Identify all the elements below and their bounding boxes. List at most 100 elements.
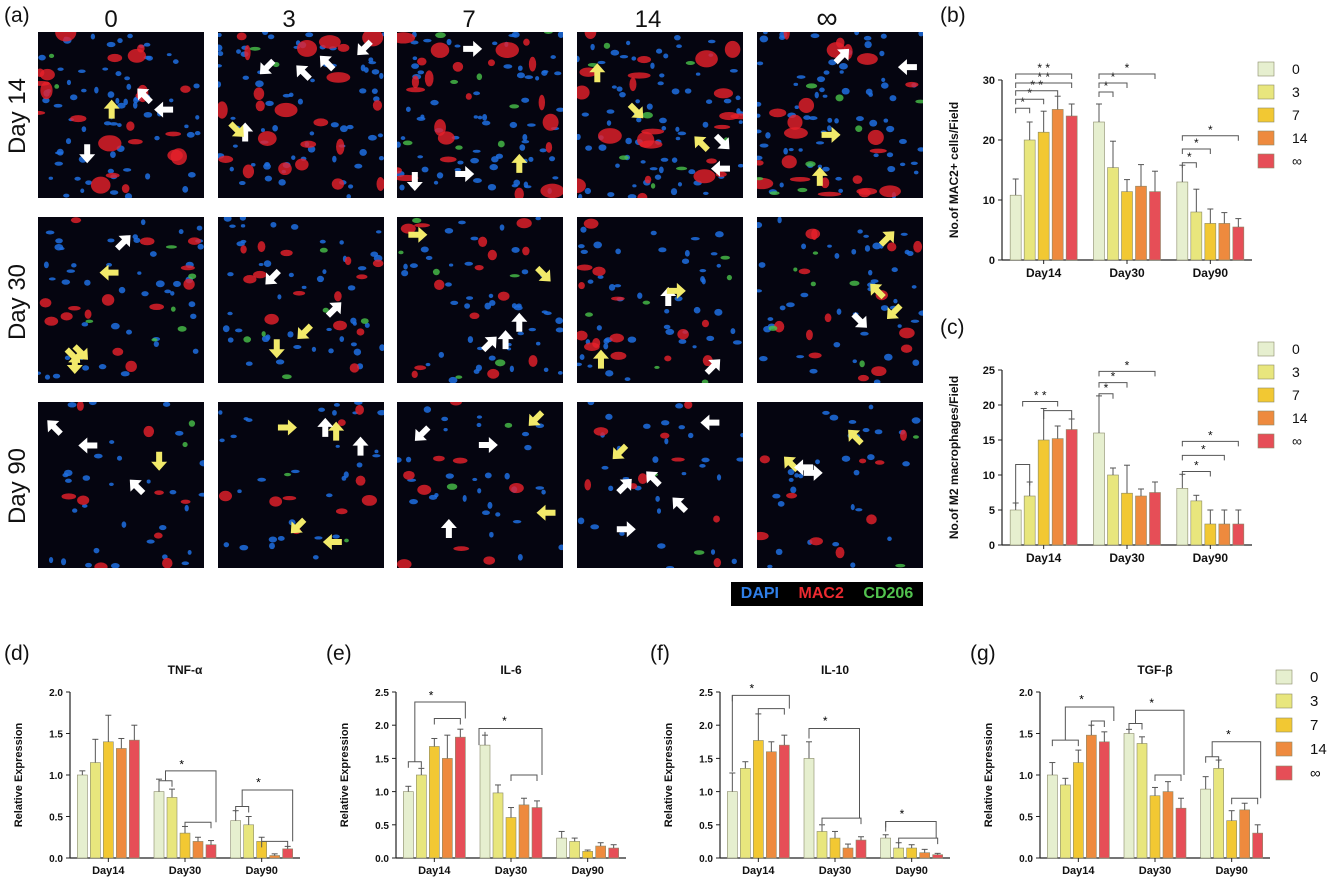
dapi-nucleus: [874, 429, 883, 435]
mac2-signal: [372, 100, 383, 111]
mac2-signal: [660, 432, 670, 439]
dapi-nucleus: [886, 152, 894, 158]
dapi-nucleus: [85, 562, 92, 568]
legend-label: ∞: [1292, 433, 1302, 449]
dapi-nucleus: [359, 88, 367, 94]
mac2-signal: [280, 249, 293, 257]
cd206-signal: [188, 273, 197, 280]
mac2-signal: [149, 303, 165, 311]
cd206-signal: [603, 42, 611, 49]
mac2-signal: [583, 218, 599, 229]
mac2-signal: [417, 484, 432, 495]
dapi-nucleus: [660, 157, 669, 162]
mac2-signal: [39, 68, 55, 81]
dapi-nucleus: [115, 71, 122, 77]
mac2-signal: [125, 360, 137, 373]
dapi-nucleus: [597, 275, 604, 279]
arrow-marker: [79, 144, 96, 164]
dapi-nucleus: [196, 225, 203, 231]
bar: [569, 841, 580, 859]
dapi-nucleus: [190, 313, 197, 319]
legend-swatch: [1257, 107, 1275, 123]
legend-label: 0: [1310, 669, 1318, 686]
significance-label: *: [823, 714, 828, 728]
significance-bracket: [1043, 410, 1073, 419]
dapi-nucleus: [758, 262, 766, 268]
dapi-nucleus: [155, 280, 165, 288]
significance-bracket: [885, 820, 937, 839]
dapi-nucleus: [411, 63, 419, 69]
significance-bracket: [1181, 471, 1211, 477]
dapi-nucleus: [368, 57, 374, 63]
dapi-nucleus: [80, 188, 85, 193]
mac2-signal: [403, 470, 415, 480]
bar: [855, 839, 867, 859]
y-axis-label: Relative Expression: [13, 722, 25, 827]
significance-bracket: [433, 718, 461, 725]
dapi-nucleus: [103, 121, 112, 126]
micrograph-r2-c4: [577, 217, 743, 383]
dapi-nucleus: [873, 153, 879, 158]
chart-c-m2-macrophages: 0 5 10 15 20 25 No.of M2 macrophages/Field Day1…: [947, 341, 1308, 565]
arrow-marker: [666, 282, 686, 299]
dapi-nucleus: [481, 120, 491, 126]
mac2-signal: [474, 265, 484, 271]
dapi-nucleus: [556, 107, 563, 112]
dapi-nucleus: [786, 302, 795, 308]
dapi-nucleus: [757, 222, 763, 229]
y-tick-label: 0.5: [1019, 813, 1033, 824]
dapi-nucleus: [65, 138, 72, 145]
legend-label: 14: [1292, 130, 1308, 146]
mac2-signal: [417, 57, 427, 66]
dapi-nucleus: [154, 135, 160, 141]
y-axis-label: Relative Expression: [663, 722, 675, 827]
dapi-nucleus: [827, 244, 832, 248]
dapi-nucleus: [222, 325, 230, 333]
bar: [906, 847, 917, 859]
bar: [1226, 820, 1237, 859]
x-tick-label: Day14: [1026, 266, 1062, 280]
mac2-signal: [274, 102, 298, 118]
mac2-signal: [637, 56, 651, 64]
dapi-nucleus: [710, 549, 716, 555]
dapi-nucleus: [186, 131, 195, 138]
dapi-nucleus: [632, 184, 637, 188]
significance-label: *: [749, 682, 754, 696]
bar: [1023, 495, 1036, 546]
dapi-nucleus: [400, 136, 406, 141]
dapi-nucleus: [137, 271, 142, 275]
mac2-signal: [820, 177, 830, 189]
mac2-signal: [411, 75, 420, 89]
dapi-nucleus: [701, 457, 710, 463]
bar: [595, 845, 606, 859]
mac2-signal: [255, 100, 265, 112]
arrow-marker: [72, 344, 89, 360]
cd206-signal: [182, 441, 188, 448]
legend-label: 3: [1292, 364, 1300, 380]
legend-label: 3: [1292, 84, 1300, 100]
dapi-nucleus: [45, 230, 55, 235]
dapi-nucleus: [492, 41, 498, 46]
significance-bracket: [1090, 720, 1105, 728]
mac2-signal: [180, 499, 191, 504]
mac2-signal: [334, 291, 342, 302]
dapi-nucleus: [827, 117, 833, 123]
dapi-nucleus: [860, 331, 869, 336]
dapi-nucleus: [737, 163, 743, 168]
dapi-nucleus: [141, 291, 149, 297]
dapi-nucleus: [102, 67, 109, 71]
arrow-marker: [870, 283, 886, 300]
dapi-nucleus: [854, 32, 860, 36]
dapi-nucleus: [655, 495, 660, 502]
column-header-14: 14: [634, 6, 662, 33]
arrow-marker: [440, 519, 457, 539]
bar: [1037, 439, 1050, 546]
dapi-nucleus: [489, 300, 496, 306]
dapi-nucleus: [593, 241, 603, 249]
bar: [932, 854, 943, 859]
legend-swatch: [1257, 341, 1275, 357]
dapi-nucleus: [397, 141, 401, 148]
mac2-signal: [644, 175, 652, 184]
mac2-signal: [361, 494, 377, 506]
dapi-nucleus: [477, 115, 483, 120]
